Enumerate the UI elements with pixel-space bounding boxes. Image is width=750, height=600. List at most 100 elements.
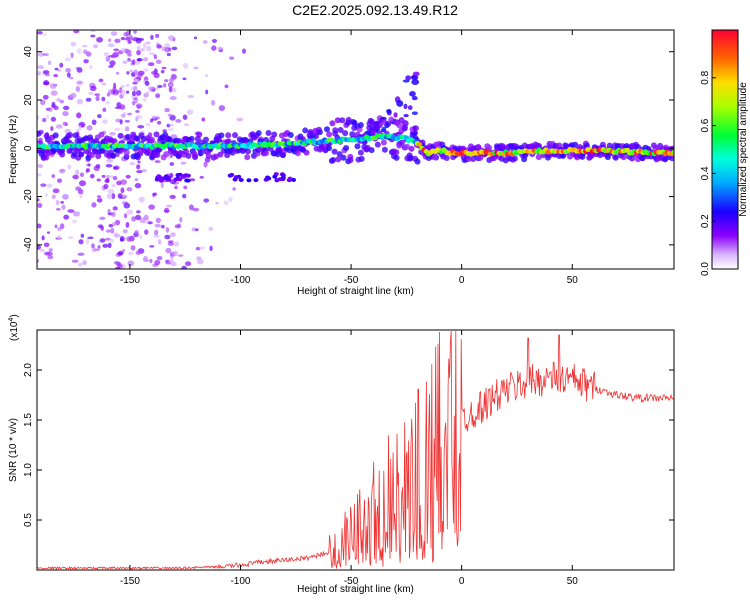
- spectrogram-halo-dot: [217, 151, 224, 158]
- spectrogram-noise-dot: [128, 251, 134, 256]
- spectrogram-noise-dot: [55, 199, 60, 206]
- snr-y-ticks: 0.5 1.0 1.5 2.0: [23, 363, 674, 527]
- spectrogram-noise-dot: [152, 192, 158, 196]
- spectrogram-noise-dot: [76, 98, 84, 105]
- spectrogram-noise-dot: [157, 84, 163, 88]
- spectrogram-halo-dot: [511, 155, 518, 162]
- spectrogram-noise-dot: [62, 193, 69, 200]
- snr-x-tick-label: -150: [120, 576, 140, 587]
- spectrogram-noise-dot: [167, 113, 173, 117]
- spectrogram-noise-dot: [195, 228, 199, 232]
- spectrogram-noise-dot: [72, 174, 79, 180]
- spectrogram-noise-dot: [95, 95, 100, 101]
- spectrogram-halo-dot: [255, 130, 262, 137]
- spectrogram-noise-dot: [144, 229, 149, 235]
- spectrogram-noise-dot: [142, 256, 149, 262]
- spectrogram-noise-dot: [39, 248, 45, 253]
- spectrogram-chirp-dot: [411, 95, 418, 101]
- spectrogram-noise-dot: [59, 223, 65, 230]
- spectrogram-noise-dot: [120, 91, 126, 96]
- spectrogram-chirp-dot: [410, 74, 419, 81]
- colorbar-tick-label: 0.8: [700, 70, 711, 84]
- spectrogram-band-dot: [287, 176, 293, 181]
- snr-x-tick-label: 50: [567, 576, 579, 587]
- spectrogram-noise-dot: [102, 119, 108, 124]
- spectrogram-halo-dot: [357, 149, 364, 156]
- spectrogram-halo-dot: [205, 152, 212, 159]
- spectrogram-halo-dot: [326, 131, 333, 138]
- snr-y-tick-label: 1.5: [23, 413, 34, 427]
- spectrogram-noise-dot: [199, 246, 206, 250]
- spectrogram-noise-dot: [87, 163, 91, 167]
- spectrogram-noise-dot: [173, 241, 180, 247]
- spectrogram-noise-dot: [61, 204, 66, 210]
- spectrogram-noise-dot: [133, 30, 137, 34]
- spectrogram-noise-dot: [47, 255, 54, 260]
- spectrogram-halo-dot: [535, 154, 542, 161]
- spectrogram-halo-dot: [323, 126, 330, 133]
- spectrogram-noise-dot: [147, 62, 155, 67]
- spectrogram-band-dot: [253, 178, 259, 183]
- spectrogram-noise-dot: [145, 41, 151, 45]
- spectrogram-halo-dot: [486, 144, 493, 151]
- spectrogram-chirp-dot: [364, 130, 372, 135]
- spectrogram-noise-dot: [162, 129, 167, 133]
- spectrogram-noise-dot: [76, 48, 82, 54]
- snr-x-tick-label: -100: [230, 576, 250, 587]
- spectrogram-noise-dot: [86, 125, 93, 131]
- spectrogram-noise-dot: [135, 37, 142, 44]
- spectrogram-noise-dot: [120, 113, 126, 118]
- spectrogram-halo-dot: [629, 155, 636, 162]
- spectrogram-halo-dot: [357, 122, 364, 129]
- spectrogram-chirp-dot: [411, 111, 418, 115]
- spectrogram-noise-dot: [120, 179, 127, 185]
- colorbar-gradient: [711, 29, 739, 270]
- spectrogram-noise-dot: [136, 164, 141, 170]
- spectrogram-noise-dot: [111, 52, 119, 58]
- spectrogram-noise-dot: [155, 33, 160, 38]
- spectrogram-halo-dot: [354, 143, 361, 150]
- spectrogram-noise-dot: [125, 83, 130, 88]
- spectrogram-noise-dot: [156, 256, 163, 261]
- spectrogram-noise-dot: [232, 187, 236, 191]
- spectrogram-noise-dot: [196, 258, 204, 265]
- spectrogram-halo-dot: [356, 126, 363, 133]
- spectrogram-noise-dot: [109, 238, 115, 243]
- spectrogram-noise-dot: [85, 168, 91, 173]
- spectrogram-noise-dot: [184, 261, 192, 267]
- spectrogram-noise-dot: [43, 242, 50, 248]
- spectrogram-noise-dot: [204, 74, 209, 78]
- colorbar-ticks: 0.0 0.2 0.4 0.6 0.8: [700, 70, 716, 276]
- spectrogram-halo-dot: [368, 147, 375, 154]
- spectrogram-noise-dot: [37, 259, 40, 263]
- spectrogram-noise-dot: [163, 207, 170, 214]
- spectrogram-noise-dot: [46, 231, 51, 234]
- spectrogram-noise-dot: [138, 234, 143, 240]
- spectrogram-noise-dot: [136, 49, 141, 56]
- spectrogram-noise-dot: [114, 38, 121, 44]
- spectrogram-noise-dot: [76, 80, 83, 85]
- spectrogram-noise-dot: [89, 85, 97, 91]
- spectrogram-noise-dot: [175, 119, 182, 123]
- spectrogram-noise-dot: [138, 196, 145, 203]
- spectrogram-halo-dot: [133, 135, 140, 142]
- spectrogram-noise-dot: [236, 117, 244, 122]
- spectrogram-noise-dot: [102, 107, 107, 113]
- spectrogram-noise-dot: [171, 87, 177, 93]
- spectrogram-noise-dot: [63, 214, 70, 220]
- spectrogram-noise-dot: [37, 51, 45, 57]
- spectrogram-noise-dot: [155, 59, 162, 64]
- spectrogram-noise-dot: [124, 194, 128, 198]
- spectrogram-noise-dot: [127, 260, 135, 267]
- spectrogram-halo-dot: [153, 131, 160, 138]
- spectrogram-noise-dot: [60, 201, 65, 204]
- spectrogram-halo-dot: [123, 149, 130, 156]
- spectrogram-halo-dot: [218, 132, 225, 139]
- spectrogram-noise-dot: [87, 236, 94, 240]
- spectrogram-noise-dot: [111, 183, 117, 188]
- spectrogram-noise-dot: [191, 227, 196, 232]
- spectrogram-noise-dot: [143, 97, 147, 103]
- spectrogram-noise-dot: [89, 173, 95, 179]
- spectrogram-noise-dot: [111, 211, 116, 217]
- spectrogram-halo-dot: [342, 130, 349, 137]
